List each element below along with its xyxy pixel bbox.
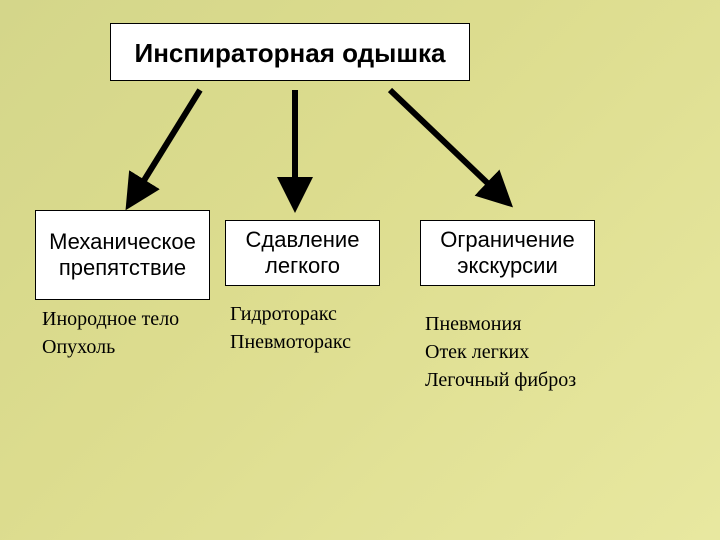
list-item: Гидроторакс bbox=[230, 300, 351, 328]
category-label: Механическое препятствие bbox=[36, 229, 209, 282]
items-mechanical: Инородное телоОпухоль bbox=[42, 305, 179, 361]
items-restriction: ПневмонияОтек легкихЛегочный фиброз bbox=[425, 310, 576, 394]
list-item: Пневмоторакс bbox=[230, 328, 351, 356]
category-label: Ограничение экскурсии bbox=[421, 227, 594, 280]
list-item: Пневмония bbox=[425, 310, 576, 338]
category-label: Сдавление легкого bbox=[226, 227, 379, 280]
items-compression: ГидротораксПневмоторакс bbox=[230, 300, 351, 356]
category-restriction: Ограничение экскурсии bbox=[420, 220, 595, 286]
list-item: Инородное тело bbox=[42, 305, 179, 333]
category-compression: Сдавление легкого bbox=[225, 220, 380, 286]
list-item: Отек легких bbox=[425, 338, 576, 366]
list-item: Легочный фиброз bbox=[425, 366, 576, 394]
category-mechanical: Механическое препятствие bbox=[35, 210, 210, 300]
list-item: Опухоль bbox=[42, 333, 179, 361]
